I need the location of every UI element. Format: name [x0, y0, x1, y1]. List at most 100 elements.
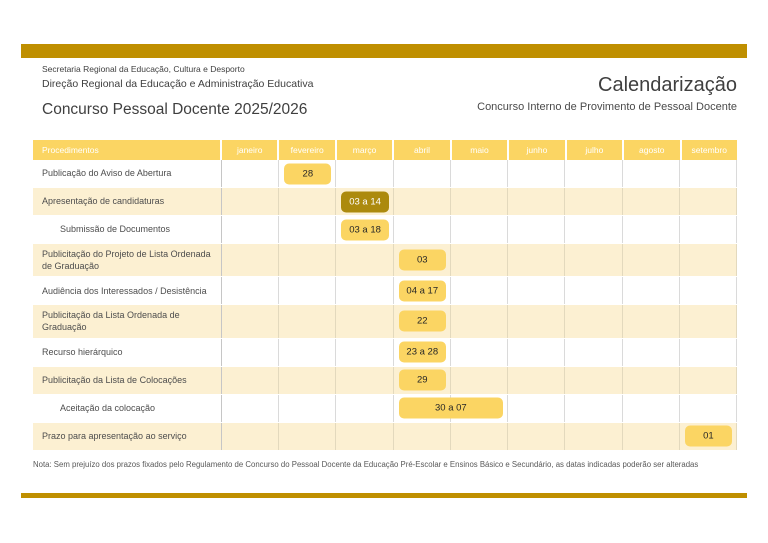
month-cell	[279, 422, 337, 450]
month-cell	[279, 277, 337, 305]
column-header-month: setembro	[681, 140, 737, 160]
month-cell	[565, 160, 623, 187]
month-cell	[680, 216, 737, 243]
date-pill: 22	[398, 310, 446, 332]
column-header-month: julho	[566, 140, 625, 160]
header-left-block: Secretaria Regional da Educação, Cultura…	[42, 64, 313, 119]
month-cell	[508, 244, 566, 277]
table-row: Audiência dos Interessados / Desistência…	[33, 277, 737, 306]
month-cell	[508, 188, 566, 215]
month-cell	[336, 305, 394, 338]
row-month-area: 01	[222, 422, 737, 450]
month-cell	[279, 188, 337, 215]
month-cell	[279, 244, 337, 277]
date-pill: 03 a 18	[341, 219, 389, 240]
month-cell	[680, 338, 737, 366]
date-pill: 23 a 28	[398, 341, 446, 363]
month-cell	[394, 216, 451, 243]
month-cell	[508, 216, 566, 243]
column-header-month: maio	[451, 140, 510, 160]
column-header-month: março	[336, 140, 395, 160]
month-cell	[508, 338, 566, 366]
month-cell	[279, 366, 337, 394]
month-cell	[451, 216, 509, 243]
month-cell	[279, 160, 337, 187]
month-cell	[222, 305, 280, 338]
table-header-row: Procedimentos janeiro fevereiro março abril…	[33, 140, 737, 160]
row-label: Apresentação de candidaturas	[33, 188, 222, 215]
table-row: Prazo para apresentação ao serviço 01	[33, 422, 737, 451]
month-cell	[222, 338, 280, 366]
column-header-month: abril	[394, 140, 452, 160]
row-month-area: 22	[222, 305, 737, 338]
date-pill: 03	[398, 249, 446, 271]
month-cell	[222, 422, 280, 450]
month-cell	[565, 188, 623, 215]
month-cell	[222, 394, 280, 422]
page-subtitle-right: Concurso Interno de Provimento de Pessoa…	[477, 101, 737, 113]
month-cell	[508, 422, 566, 450]
date-pill: 03 a 14	[341, 191, 389, 212]
month-cell	[336, 366, 394, 394]
row-label: Submissão de Documentos	[33, 216, 222, 243]
month-cell	[623, 394, 680, 422]
month-cell	[623, 305, 680, 338]
month-cell	[394, 188, 451, 215]
row-month-area: 03	[222, 244, 737, 277]
month-cell	[394, 160, 451, 187]
org-name-line1: Secretaria Regional da Educação, Cultura…	[42, 64, 245, 74]
month-cell	[279, 305, 337, 338]
month-cell	[451, 366, 509, 394]
month-cell	[680, 188, 737, 215]
month-cell	[680, 277, 737, 305]
row-month-area: 30 a 07	[222, 394, 737, 422]
month-cell	[222, 216, 280, 243]
month-cell	[680, 160, 737, 187]
month-cell	[680, 394, 737, 422]
date-pill: 29	[398, 369, 446, 391]
month-cell	[394, 277, 451, 305]
month-cell	[451, 244, 509, 277]
month-cell	[508, 305, 566, 338]
row-label: Audiência dos Interessados / Desistência	[33, 277, 222, 305]
table-body: Publicação do Aviso de Abertura 28 Apresen…	[33, 160, 737, 451]
top-gold-bar	[21, 44, 747, 58]
month-cell	[279, 394, 337, 422]
calendar-table: Procedimentos janeiro fevereiro março abril…	[33, 140, 737, 451]
org-name-line2: Direção Regional da Educação e Administr…	[42, 78, 314, 90]
date-pill: 30 a 07	[398, 397, 504, 419]
month-cell	[565, 422, 623, 450]
month-cell	[451, 188, 509, 215]
month-cell	[680, 422, 737, 450]
month-cell	[623, 188, 680, 215]
month-cell	[623, 216, 680, 243]
month-cell	[222, 366, 280, 394]
table-row: Publicitação da Lista de Colocações 29	[33, 366, 737, 395]
month-cell	[508, 277, 566, 305]
row-label: Publicitação do Projeto de Lista Ordenad…	[33, 244, 222, 277]
month-cell	[680, 305, 737, 338]
month-cell	[394, 244, 451, 277]
bottom-gold-bar	[21, 493, 747, 498]
column-header-month: agosto	[624, 140, 682, 160]
month-cell	[623, 244, 680, 277]
month-cell	[451, 305, 509, 338]
row-label: Publicitação da Lista Ordenada de Gradua…	[33, 305, 222, 338]
date-pill: 01	[684, 425, 732, 447]
month-cell	[623, 338, 680, 366]
row-label: Prazo para apresentação ao serviço	[33, 422, 222, 450]
month-cell	[336, 160, 394, 187]
month-cell	[680, 244, 737, 277]
month-cell	[394, 422, 451, 450]
page-title-right: Calendarização	[598, 74, 737, 96]
table-row: Recurso hierárquico 23 a 28	[33, 338, 737, 367]
row-label: Recurso hierárquico	[33, 338, 222, 366]
month-cell	[222, 244, 280, 277]
month-cell	[565, 216, 623, 243]
month-cell	[565, 394, 623, 422]
month-cell	[680, 366, 737, 394]
row-month-area: 23 a 28	[222, 338, 737, 366]
row-label: Publicitação da Lista de Colocações	[33, 366, 222, 394]
month-cell	[451, 394, 509, 422]
month-cell	[222, 188, 280, 215]
